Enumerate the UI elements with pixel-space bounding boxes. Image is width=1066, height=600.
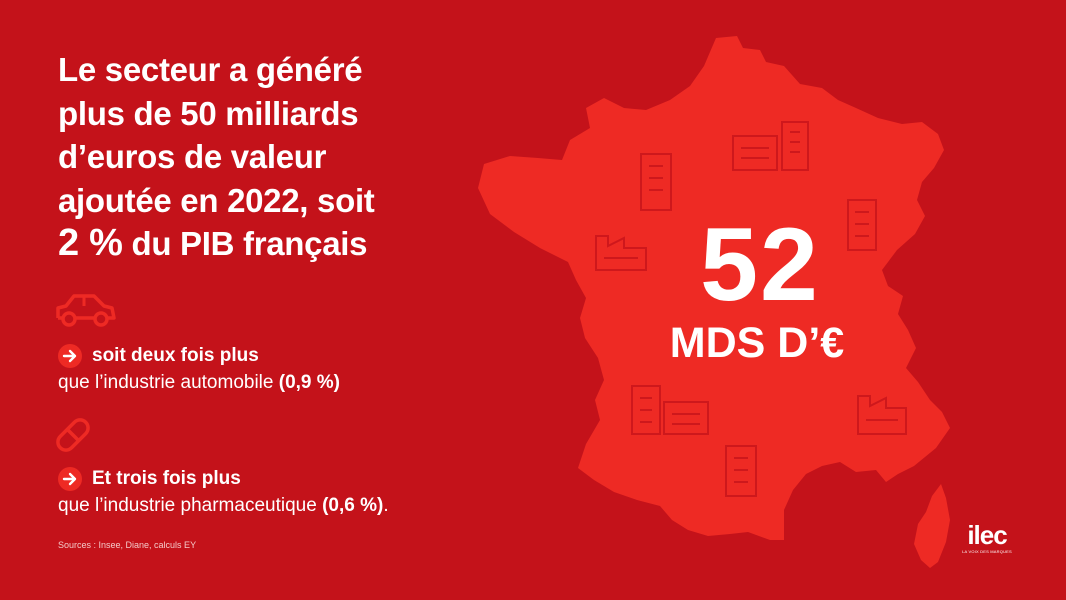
office-building-icon (732, 121, 809, 171)
pill-icon (56, 418, 90, 452)
tower-building-icon (847, 199, 877, 251)
tower-building-icon (640, 153, 672, 211)
headline-figure: 52 (700, 207, 820, 323)
arrow-right-icon (58, 467, 82, 491)
factory-icon (595, 235, 647, 271)
point-1-title: soit deux fois plus (92, 345, 259, 366)
headline-percentage: 2 % (58, 222, 123, 264)
figure-unit: MDS D’€ (669, 319, 845, 367)
corsica-shape (914, 484, 950, 568)
point-2-title: Et trois fois plus (92, 468, 241, 489)
car-icon (56, 294, 116, 327)
point-2-title-row: Et trois fois plus (58, 467, 241, 491)
headline-line-2: plus de 50 milliards (58, 94, 359, 132)
headline-line-1: Le secteur a généré (58, 51, 363, 88)
office-building-icon (631, 385, 709, 435)
point-1-title-row: soit deux fois plus (58, 344, 259, 368)
logo-tagline: LA VOIX DES MARQUES (962, 549, 1012, 554)
point-2-value: (0,6 %) (322, 495, 384, 516)
headline-line-3: d’euros de valeur (58, 138, 327, 175)
headline-rest: du PIB français (122, 225, 368, 262)
headline-line-4: ajoutée en 2022, soit (58, 181, 375, 219)
point-1-value: (0,9 %) (278, 372, 340, 393)
headline: Le secteur a généré plus de 50 milliards… (58, 48, 478, 266)
arrow-right-icon (58, 344, 82, 368)
tower-building-icon (725, 445, 757, 497)
france-mainland-shape (478, 36, 950, 540)
ilec-logo: ilec LA VOIX DES MARQUES (958, 522, 1016, 554)
headline-line-5: 2 % du PIB français (58, 222, 478, 266)
point-2-description: que l’industrie pharmaceutique (0,6 %). (58, 495, 389, 516)
logo-name: ilec (967, 520, 1007, 550)
sources-note: Sources : Insee, Diane, calculs EY (58, 540, 197, 550)
point-1-description: que l’industrie automobile (0,9 %) (58, 372, 340, 393)
factory-icon (857, 395, 907, 435)
